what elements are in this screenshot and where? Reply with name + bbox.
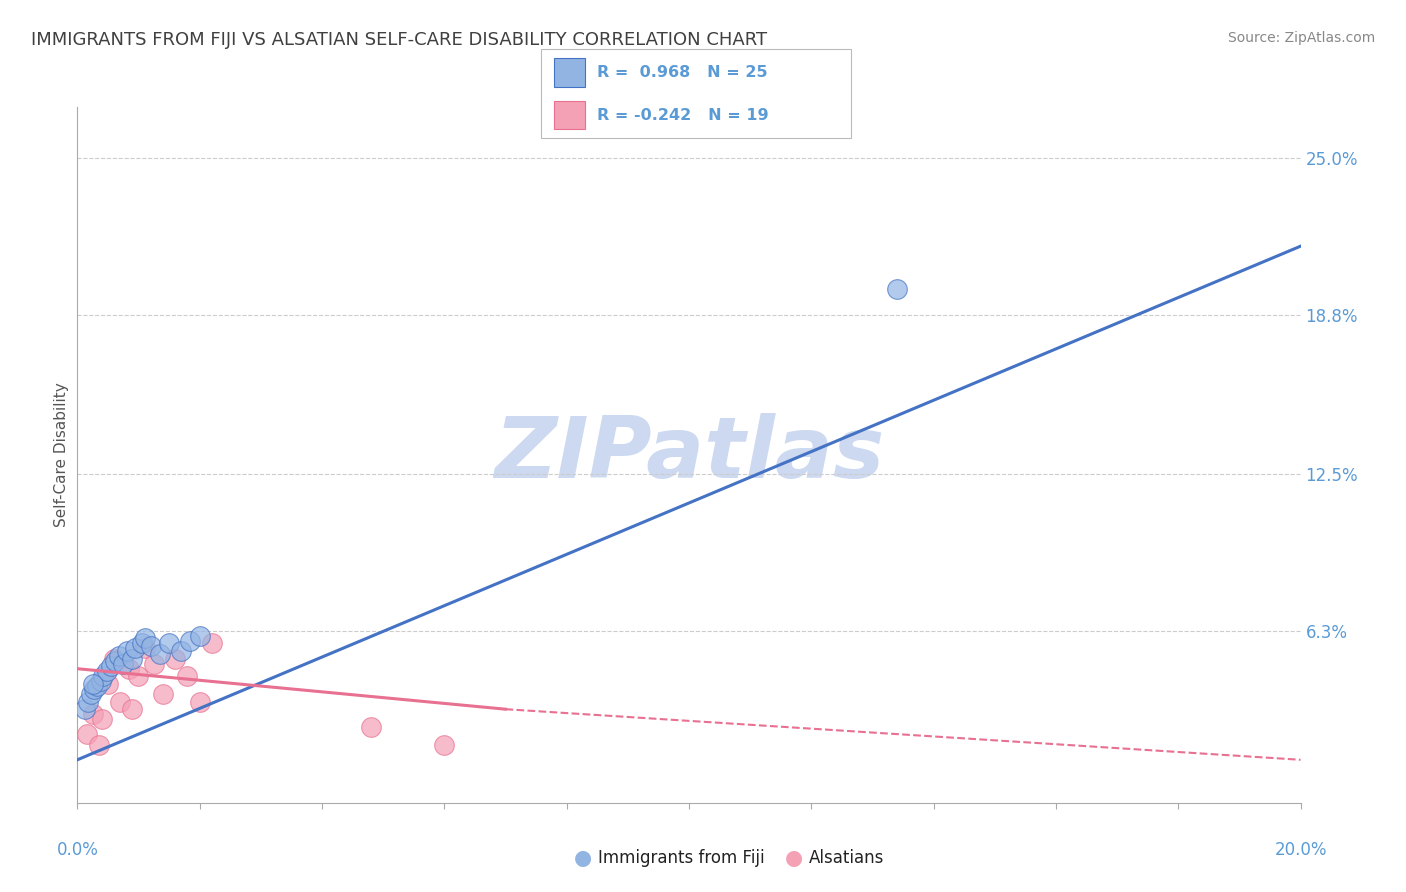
Point <box>149 647 172 661</box>
Point <box>139 639 162 653</box>
Point <box>97 677 120 691</box>
Point <box>121 651 143 665</box>
Point <box>179 633 201 648</box>
Point <box>886 282 908 296</box>
Point <box>82 707 104 722</box>
Point <box>157 636 180 650</box>
Point <box>90 712 112 726</box>
Bar <box>554 101 585 129</box>
Point <box>76 727 98 741</box>
Bar <box>554 58 585 87</box>
Text: Alsatians: Alsatians <box>808 849 884 867</box>
Point <box>128 669 150 683</box>
Point <box>86 680 108 694</box>
Point <box>134 641 156 656</box>
Point <box>103 651 125 665</box>
Point <box>165 651 187 665</box>
Point <box>90 674 112 689</box>
Point <box>131 636 153 650</box>
Point <box>77 695 100 709</box>
Y-axis label: Self-Care Disability: Self-Care Disability <box>53 383 69 527</box>
Point <box>100 659 122 673</box>
Text: 20.0%: 20.0% <box>1274 841 1327 859</box>
Text: Source: ZipAtlas.com: Source: ZipAtlas.com <box>1227 31 1375 45</box>
Text: 0.0%: 0.0% <box>56 841 98 859</box>
Text: Immigrants from Fiji: Immigrants from Fiji <box>598 849 765 867</box>
Point <box>188 695 211 709</box>
Point <box>176 669 198 683</box>
Point <box>188 629 211 643</box>
Text: IMMIGRANTS FROM FIJI VS ALSATIAN SELF-CARE DISABILITY CORRELATION CHART: IMMIGRANTS FROM FIJI VS ALSATIAN SELF-CA… <box>31 31 768 49</box>
Point <box>104 654 127 668</box>
Point <box>142 657 165 671</box>
Text: R =  0.968   N = 25: R = 0.968 N = 25 <box>598 65 768 79</box>
Point <box>134 632 156 646</box>
Point <box>433 738 456 752</box>
Text: ●: ● <box>575 848 592 868</box>
Point <box>360 720 382 734</box>
Point <box>87 738 110 752</box>
Text: ●: ● <box>786 848 803 868</box>
Point <box>124 641 146 656</box>
Point <box>91 669 114 683</box>
Point <box>108 695 131 709</box>
Point <box>96 665 118 679</box>
Text: R = -0.242   N = 19: R = -0.242 N = 19 <box>598 108 769 122</box>
Point <box>82 677 104 691</box>
Point <box>118 662 141 676</box>
Text: ZIPatlas: ZIPatlas <box>494 413 884 497</box>
Point <box>73 702 96 716</box>
Point <box>112 657 135 671</box>
Point <box>117 644 139 658</box>
Point <box>201 636 224 650</box>
Point <box>83 681 105 696</box>
Point <box>80 687 103 701</box>
Point <box>170 644 193 658</box>
Point <box>121 702 143 716</box>
Point <box>152 687 174 701</box>
Point <box>108 648 131 663</box>
